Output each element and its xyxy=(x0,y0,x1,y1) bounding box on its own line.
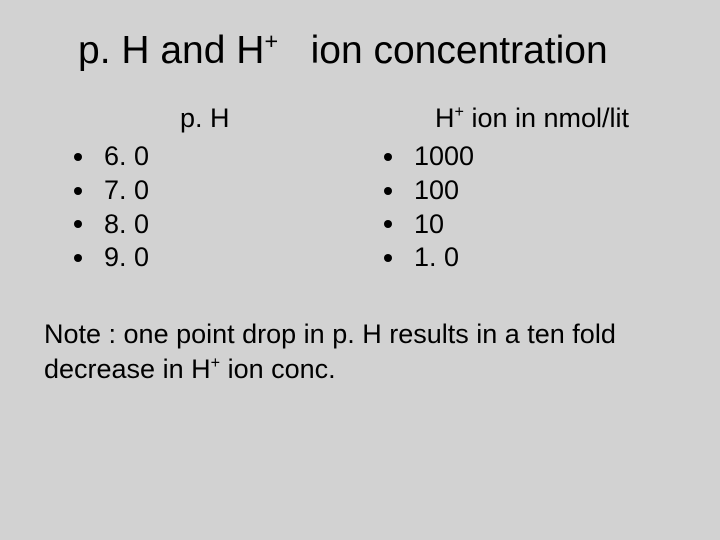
list-item: 9. 0 xyxy=(50,241,360,275)
bullet-icon xyxy=(74,220,82,228)
list-item: 6. 0 xyxy=(50,140,360,174)
left-column: p. H 6. 0 7. 0 8. 0 9. 0 xyxy=(40,103,360,275)
list-item-label: 7. 0 xyxy=(104,174,149,208)
right-header-superscript: + xyxy=(455,103,464,121)
right-column-header: H+ ion in nmol/lit xyxy=(360,103,680,134)
list-item-label: 10 xyxy=(414,208,444,242)
bullet-icon xyxy=(384,187,392,195)
list-item: 7. 0 xyxy=(50,174,360,208)
list-item: 100 xyxy=(360,174,680,208)
right-header-suffix: ion in nmol/lit xyxy=(464,103,629,133)
slide-title: p. H and H+ ion concentration xyxy=(78,28,680,73)
ion-list: 1000 100 10 1. 0 xyxy=(360,140,680,275)
list-item: 8. 0 xyxy=(50,208,360,242)
ph-list: 6. 0 7. 0 8. 0 9. 0 xyxy=(50,140,360,275)
note-superscript: + xyxy=(211,354,220,372)
list-item: 1000 xyxy=(360,140,680,174)
title-prefix: p. H and H xyxy=(78,29,264,72)
slide: p. H and H+ ion concentration p. H 6. 0 … xyxy=(0,0,720,540)
note-part2: ion conc. xyxy=(220,354,336,384)
note-text: Note : one point drop in p. H results in… xyxy=(44,317,660,386)
title-suffix: ion concentration xyxy=(278,29,608,72)
bullet-icon xyxy=(74,187,82,195)
list-item-label: 9. 0 xyxy=(104,241,149,275)
bullet-icon xyxy=(74,254,82,262)
bullet-icon xyxy=(384,254,392,262)
list-item-label: 8. 0 xyxy=(104,208,149,242)
list-item-label: 6. 0 xyxy=(104,140,149,174)
list-item-label: 1000 xyxy=(414,140,474,174)
bullet-icon xyxy=(384,153,392,161)
list-item-label: 100 xyxy=(414,174,459,208)
list-item: 1. 0 xyxy=(360,241,680,275)
list-item: 10 xyxy=(360,208,680,242)
columns: p. H 6. 0 7. 0 8. 0 9. 0 H+ ion in nmol/… xyxy=(40,103,680,275)
right-column: H+ ion in nmol/lit 1000 100 10 1. 0 xyxy=(360,103,680,275)
bullet-icon xyxy=(74,153,82,161)
list-item-label: 1. 0 xyxy=(414,241,459,275)
bullet-icon xyxy=(384,220,392,228)
title-superscript: + xyxy=(264,28,278,54)
right-header-prefix: H xyxy=(435,103,455,133)
left-column-header: p. H xyxy=(50,103,360,134)
